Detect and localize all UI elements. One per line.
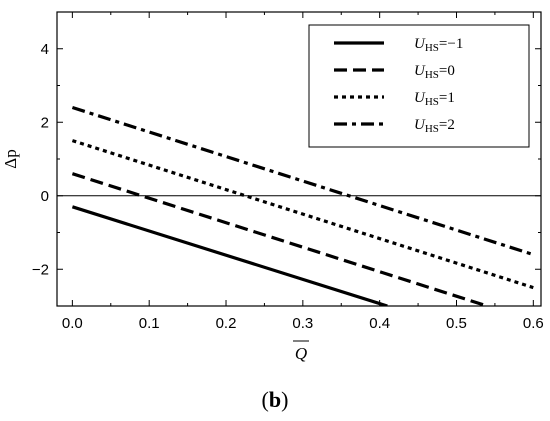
legend-label-3: UHS=1 [414,90,455,108]
x-tick-label: 0.6 [523,315,544,332]
x-tick-label: 0.0 [62,315,83,332]
legend-box [308,24,530,148]
y-tick-label: 2 [41,114,49,131]
series-line-2 [71,172,488,306]
series-line-3 [71,139,534,290]
legend-label-4: UHS=2 [414,117,455,135]
series-line-1 [71,205,388,306]
x-axis-label: Q [295,344,307,363]
x-tick-label: 0.4 [369,315,390,332]
x-tick-label: 0.3 [292,315,313,332]
y-tick-label: −2 [32,261,49,278]
legend-label-2: UHS=0 [414,63,455,81]
x-tick-label: 0.1 [139,315,160,332]
x-tick-label: 0.2 [216,315,237,332]
x-tick-label: 0.5 [446,315,467,332]
figure-caption: (b) [262,387,289,412]
y-axis-label: Δp [1,149,20,168]
y-tick-label: 4 [41,41,49,58]
legend-label-1: UHS=−1 [414,36,463,54]
y-tick-label: 0 [41,188,49,205]
x-axis-label-group: Q [293,340,309,363]
